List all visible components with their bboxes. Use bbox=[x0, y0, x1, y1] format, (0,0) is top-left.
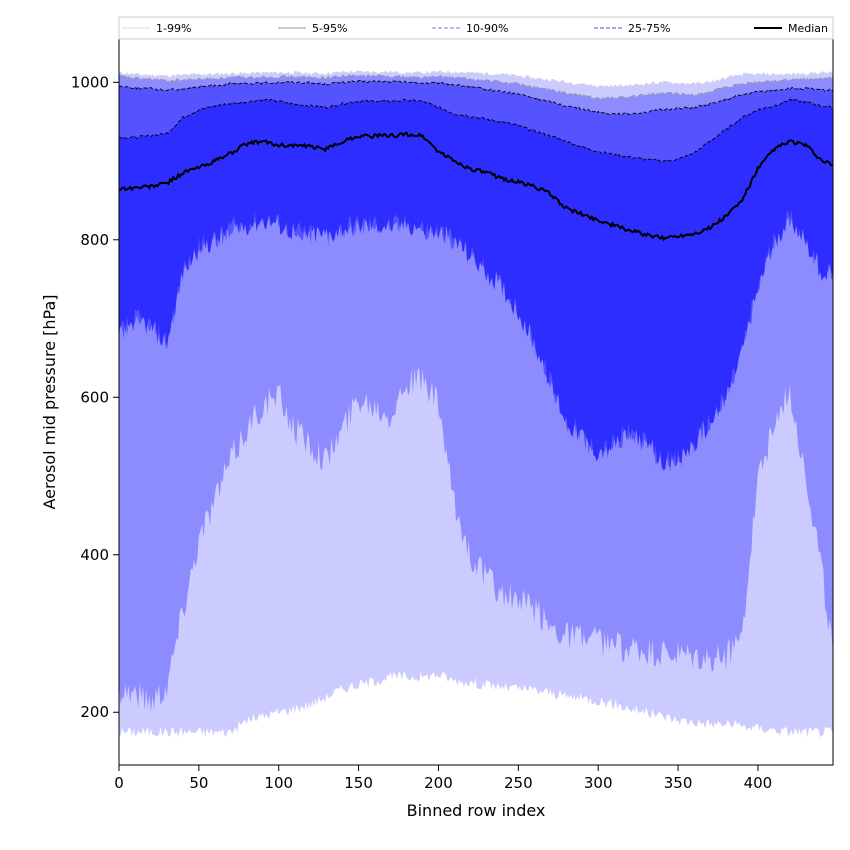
x-tick-label: 100 bbox=[264, 774, 293, 792]
band-edge-lines bbox=[119, 70, 833, 163]
y-tick-label: 1000 bbox=[71, 73, 109, 91]
y-tick-label: 200 bbox=[80, 703, 109, 721]
band-upper-edge-1-99% bbox=[119, 70, 833, 89]
legend-label: 1-99% bbox=[156, 22, 191, 35]
legend-box bbox=[118, 16, 834, 40]
y-axis: 1000 800 600 400 200 bbox=[71, 73, 119, 721]
x-tick-label: 350 bbox=[664, 774, 693, 792]
median-layer bbox=[119, 131, 833, 242]
band-upper-edge-25-75% bbox=[119, 98, 833, 163]
legend-label: 5-95% bbox=[312, 22, 347, 35]
x-tick-label: 200 bbox=[424, 774, 453, 792]
x-tick-label: 0 bbox=[114, 774, 124, 792]
legend-label: Median bbox=[788, 22, 828, 35]
x-tick-label: 300 bbox=[584, 774, 613, 792]
y-tick-label: 800 bbox=[80, 231, 109, 249]
y-tick-label: 600 bbox=[80, 388, 109, 406]
legend-label: 10-90% bbox=[466, 22, 508, 35]
x-axis-label: Binned row index bbox=[407, 801, 546, 820]
x-axis: 0 50 100 150 200 250 300 350 400 bbox=[114, 765, 772, 792]
legend: 1-99% 5-95% 10-90% 25-75% Median bbox=[118, 16, 834, 40]
x-tick-label: 250 bbox=[504, 774, 533, 792]
median-line bbox=[119, 131, 833, 242]
x-tick-label: 400 bbox=[744, 774, 773, 792]
x-tick-label: 50 bbox=[189, 774, 208, 792]
y-axis-label: Aerosol mid pressure [hPa] bbox=[40, 294, 59, 509]
band-upper-edge-5-95% bbox=[119, 74, 833, 101]
y-tick-label: 400 bbox=[80, 546, 109, 564]
band-25-75% bbox=[119, 98, 833, 472]
band-upper-edge-10-90% bbox=[119, 79, 833, 116]
x-tick-label: 150 bbox=[344, 774, 373, 792]
legend-label: 25-75% bbox=[628, 22, 670, 35]
